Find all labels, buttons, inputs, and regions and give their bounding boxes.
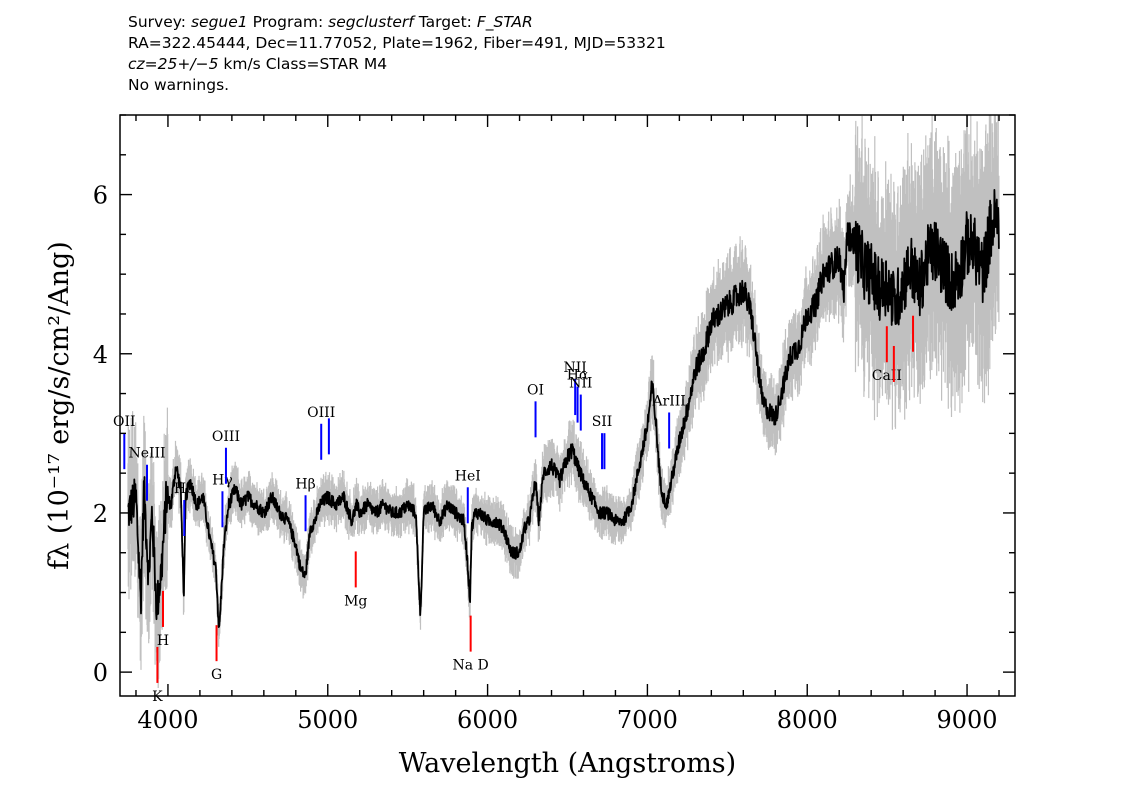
x-tick-label: 8000	[777, 706, 838, 734]
target-value: F_STAR	[476, 13, 533, 31]
line-marker-label: NII	[564, 360, 587, 376]
line-marker-label: Hβ	[295, 476, 315, 492]
y-tick-label: 0	[93, 659, 108, 687]
line-marker-label: K	[152, 689, 163, 705]
x-tick-label: 9000	[937, 706, 998, 734]
line-marker-label: OIII	[212, 429, 240, 445]
line-marker-label: OIII	[307, 405, 335, 421]
line-marker-label: HeI	[455, 468, 481, 484]
line-marker-label: Hδ	[174, 481, 195, 497]
line-marker-label: Na D	[453, 658, 489, 674]
line-marker-label: SII	[592, 414, 613, 430]
line-marker-label: G	[211, 667, 222, 683]
error-band	[127, 115, 1000, 688]
line-marker-label: OII	[113, 414, 136, 430]
redshift-units: km/s	[223, 55, 261, 73]
spectrum-header: Survey: segue1 Program: segclusterf Targ…	[128, 12, 666, 96]
axes-layer: 4000 5000 6000 7000 8000 9000 0 2 4 6	[93, 114, 1015, 734]
line-marker-label: ArIII	[651, 393, 685, 409]
y-tick-label: 2	[93, 500, 108, 528]
class-label: Class=STAR M4	[265, 55, 388, 73]
error-band-layer	[127, 115, 1000, 688]
x-tick-label: 5000	[297, 706, 358, 734]
coords-line: RA=322.45444, Dec=11.77052, Plate=1962, …	[128, 34, 666, 52]
redshift-value: cz=25+/−5	[128, 55, 219, 73]
line-marker-label: Hα	[567, 368, 589, 384]
flux-layer	[127, 189, 1000, 628]
program-label: Program:	[252, 13, 324, 31]
y-tick-label: 4	[93, 341, 108, 369]
warnings-line: No warnings.	[128, 76, 230, 94]
program-value: segclusterf	[328, 13, 414, 31]
x-tick-label: 4000	[137, 706, 198, 734]
x-axis-label: Wavelength (Angstroms)	[399, 748, 736, 779]
line-marker-label: H	[157, 633, 169, 649]
y-tick-label: 6	[93, 182, 108, 210]
survey-line: Survey: segue1 Program: segclusterf Targ…	[128, 12, 666, 33]
line-marker-label: NeIII	[128, 446, 165, 462]
line-marker-label: Hγ	[212, 472, 233, 488]
line-marker-label: NII	[569, 376, 592, 392]
line-marker-label: CaII	[872, 368, 902, 384]
plot-frame	[119, 114, 1016, 697]
line-marker-label: Mg	[344, 593, 367, 609]
redshift-line: cz=25+/−5 km/s Class=STAR M4	[128, 54, 666, 75]
line-marker-label: OI	[527, 382, 544, 398]
survey-label: Survey:	[128, 13, 187, 31]
x-tick-label: 7000	[617, 706, 678, 734]
survey-value: segue1	[190, 13, 248, 31]
y-axis-label: fλ (10⁻¹⁷ erg/s/cm²/Ang)	[44, 241, 75, 570]
target-label: Target:	[418, 13, 472, 31]
flux-line	[127, 189, 1000, 628]
x-tick-label: 6000	[457, 706, 518, 734]
